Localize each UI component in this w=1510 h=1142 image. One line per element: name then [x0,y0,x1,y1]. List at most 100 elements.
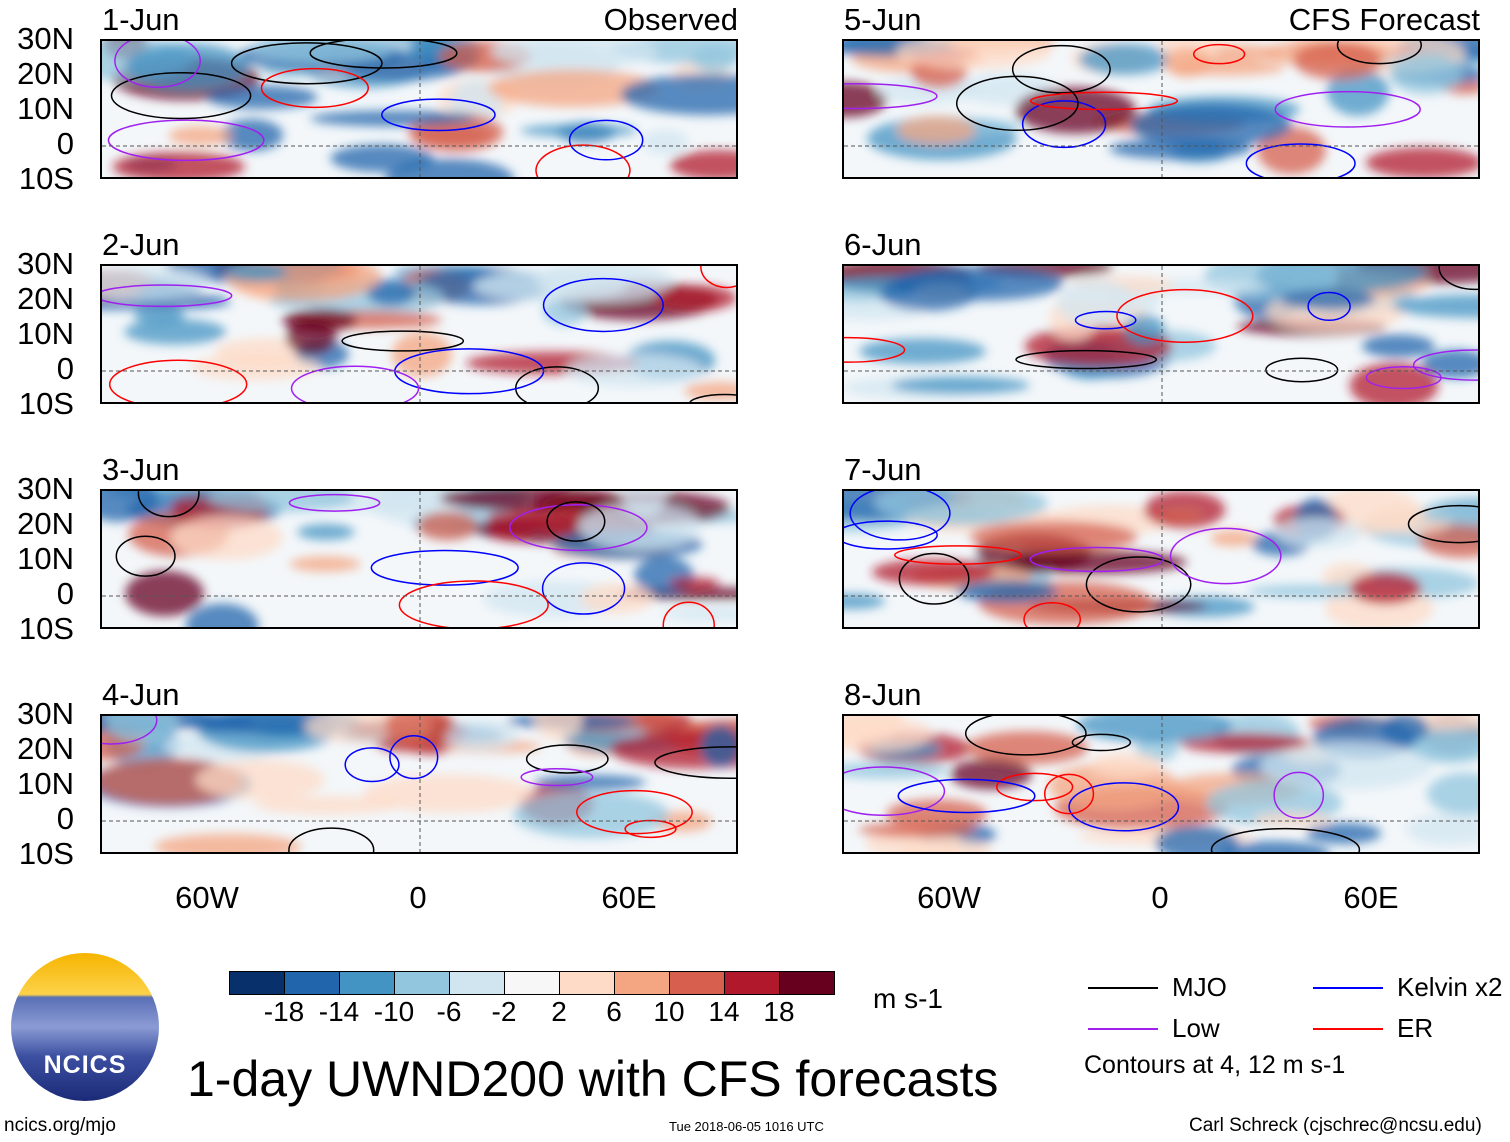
panel-header: CFS Forecast [1288,2,1480,37]
anomaly-shading [1130,103,1292,148]
lat-label: 30N [17,246,74,281]
anomaly-shading [439,491,617,511]
wave-contour [546,501,606,542]
anomaly-shading [683,381,736,401]
anomaly-shading [297,523,355,541]
anomaly-shading [1109,137,1252,160]
anomaly-shading [1057,279,1136,327]
anomaly-shading [1423,496,1478,527]
lat-label: 10N [17,766,74,801]
anomaly-shading [1280,288,1376,310]
anomaly-shading [254,796,400,815]
wave-contour [897,778,1036,814]
anomaly-shading [844,593,886,610]
anomaly-shading [1306,822,1382,845]
colorbar-swatch [450,972,505,994]
panel-date: 1-Jun [102,2,180,37]
lat-label: 20N [17,506,74,541]
ncics-logo: NCICS [11,953,159,1101]
anomaly-shading [1276,517,1362,548]
anomaly-shading [895,41,1052,69]
anomaly-shading [102,491,158,522]
footer-url[interactable]: ncics.org/mjo [4,1115,116,1136]
colorbar-swatch [505,972,560,994]
anomaly-shading [310,110,477,127]
lat-label: 10S [18,386,74,421]
anomaly-shading [195,759,325,800]
legend-line [1088,1028,1158,1030]
wave-contour [1116,288,1254,343]
anomaly-shading [969,521,1138,552]
map-panel [842,264,1480,404]
anomaly-shading [112,151,246,177]
wave-contour [107,119,265,162]
colorbar-swatch [395,972,450,994]
lat-label: 20N [17,56,74,91]
anomaly-shading [879,277,977,311]
wave-contour [1265,357,1339,383]
wave-contour [102,284,233,308]
anomaly-shading [125,570,204,617]
wave-contour [568,119,644,161]
contours-note: Contours at 4, 12 m s-1 [1084,1051,1346,1079]
wave-contour [1011,44,1111,94]
anomaly-shading [578,502,702,551]
lat-label: 0 [56,576,74,611]
anomaly-shading [417,511,479,541]
colorbar-swatch [725,972,780,994]
colorbar-tick: 2 [551,996,567,1027]
wave-contour [1071,733,1132,752]
anomaly-shading [1253,812,1331,827]
lat-label: 10S [18,611,74,646]
wind-anomaly-map [844,266,1478,402]
colorbar-units: m s-1 [873,983,943,1014]
anomaly-shading [858,822,977,838]
wind-anomaly-map [102,716,736,852]
panel-date: 3-Jun [102,452,180,487]
anomaly-shading [874,491,1048,525]
wave-contour [1068,782,1180,832]
anomaly-shading [385,716,452,749]
wave-contour [1273,771,1325,819]
wave-contour [1307,291,1351,322]
anomaly-shading [1389,53,1463,95]
anomaly-shading [1143,491,1226,529]
lat-label: 20N [17,731,74,766]
wave-contour [114,41,201,89]
wave-contour [1407,504,1478,544]
anomaly-shading [620,74,736,115]
anomaly-shading [285,320,337,355]
panel-date: 5-Jun [844,2,922,37]
colorbar-swatch [285,972,340,994]
wave-contour [844,82,938,110]
wave-contour [995,772,1074,802]
figure-title: 1-day UWND200 with CFS forecasts [187,1051,999,1107]
panel-date: 7-Jun [844,452,922,487]
wave-contour [893,545,1022,565]
anomaly-shading [102,266,209,302]
anomaly-shading [1246,584,1374,599]
colorbar-tick: -2 [491,996,517,1027]
anomaly-shading [486,506,539,542]
anomaly-shading [1406,813,1478,846]
panel-date: 4-Jun [102,677,180,712]
legend-label: Low [1172,1013,1220,1043]
lon-label: 60W [175,880,239,915]
anomaly-shading [520,124,638,138]
colorbar-swatch [615,972,670,994]
lat-label: 30N [17,696,74,731]
anomaly-shading [385,158,514,177]
anomaly-shading [534,775,646,790]
wave-contour [115,535,176,577]
colorbar-swatch [340,972,395,994]
anomaly-shading [1380,716,1429,744]
anomaly-shading [250,41,394,64]
wave-contour [844,766,946,817]
legend-line [1088,987,1158,989]
wave-contour [1412,349,1478,381]
anomaly-shading [660,606,736,622]
map-panel [100,489,738,629]
anomaly-shading [289,556,361,572]
anomaly-shading [534,716,583,741]
